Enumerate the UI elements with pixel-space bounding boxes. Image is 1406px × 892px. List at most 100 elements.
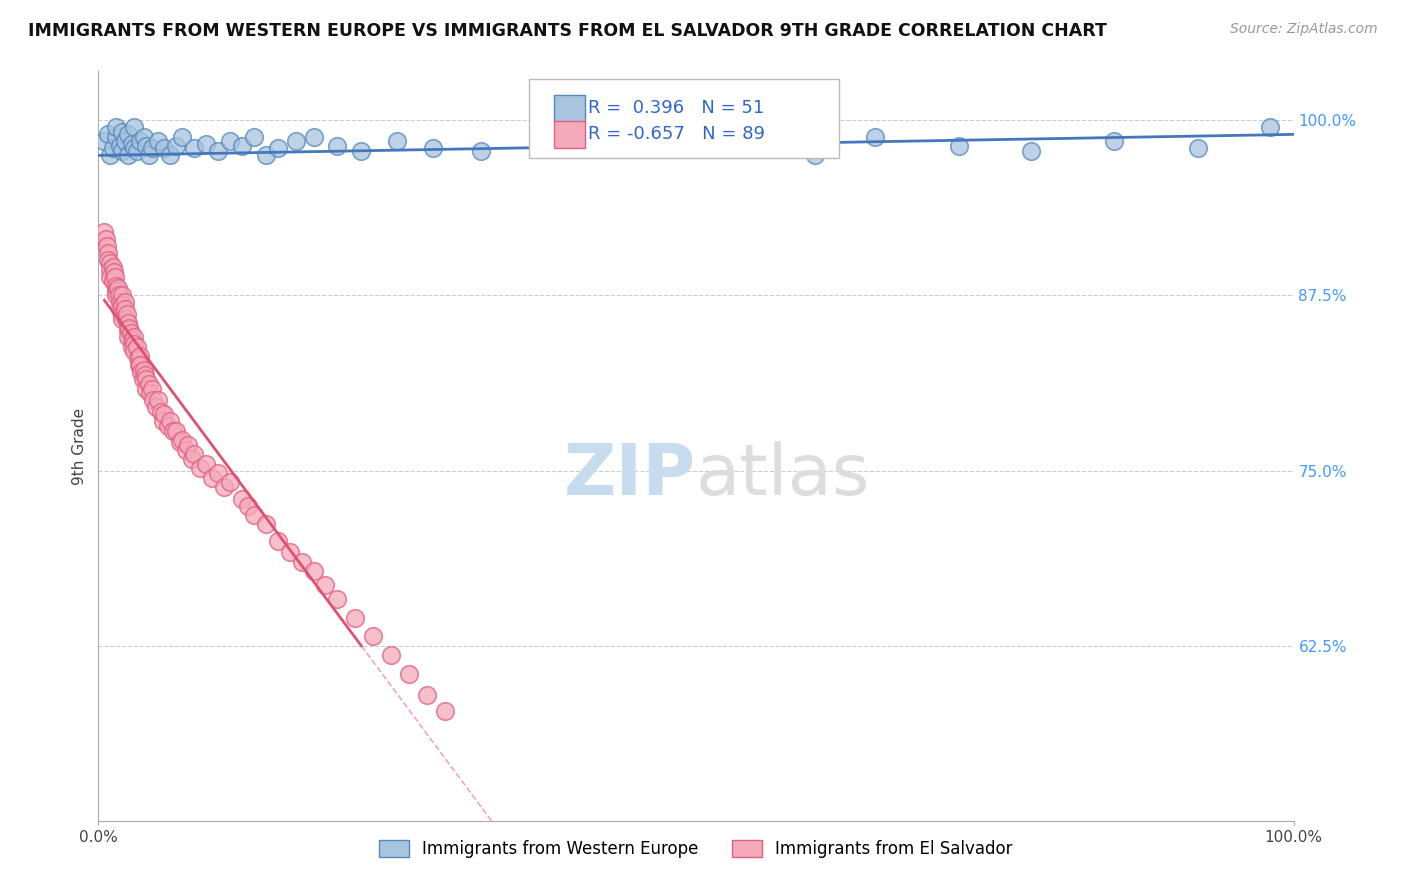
Point: [121, 340, 143, 354]
Point: [159, 148, 181, 162]
Point: [117, 330, 139, 344]
Point: [115, 307, 138, 321]
Point: [120, 326, 142, 341]
Point: [115, 312, 138, 326]
Point: [207, 144, 229, 158]
Point: [107, 288, 129, 302]
Point: [148, 393, 170, 408]
Point: [131, 372, 153, 386]
Point: [172, 433, 194, 447]
Point: [124, 344, 146, 359]
Point: [948, 138, 970, 153]
Point: [138, 376, 160, 391]
Point: [195, 457, 218, 471]
Point: [141, 382, 163, 396]
Point: [254, 148, 277, 162]
Point: [111, 298, 134, 312]
Point: [363, 629, 385, 643]
Text: R = -0.657   N = 89: R = -0.657 N = 89: [589, 125, 765, 144]
Point: [315, 578, 337, 592]
Point: [105, 285, 128, 299]
Point: [165, 425, 187, 439]
Point: [302, 565, 325, 579]
Point: [385, 135, 409, 149]
Point: [1019, 144, 1042, 158]
Point: [149, 405, 172, 419]
Point: [152, 415, 174, 429]
Point: [111, 144, 134, 158]
Point: [416, 688, 439, 702]
Point: [219, 135, 242, 149]
Point: [380, 648, 402, 663]
Point: [1258, 120, 1281, 135]
Point: [267, 141, 290, 155]
Point: [219, 475, 242, 489]
Point: [101, 141, 124, 155]
Point: [111, 125, 134, 139]
Point: [98, 148, 122, 162]
Point: [117, 128, 139, 142]
Point: [105, 278, 128, 293]
Point: [111, 288, 134, 302]
Point: [1104, 135, 1126, 149]
Point: [125, 144, 148, 158]
Point: [162, 425, 184, 439]
Point: [103, 265, 125, 279]
Point: [101, 275, 124, 289]
Point: [124, 141, 146, 155]
Point: [231, 491, 253, 506]
Point: [141, 141, 163, 155]
Point: [236, 499, 259, 513]
Point: [107, 281, 129, 295]
Point: [195, 137, 218, 152]
Point: [148, 135, 170, 149]
Point: [117, 323, 139, 337]
Point: [125, 340, 148, 354]
Text: IMMIGRANTS FROM WESTERN EUROPE VS IMMIGRANTS FROM EL SALVADOR 9TH GRADE CORRELAT: IMMIGRANTS FROM WESTERN EUROPE VS IMMIGR…: [28, 22, 1107, 40]
Point: [132, 362, 155, 376]
Legend: Immigrants from Western Europe, Immigrants from El Salvador: Immigrants from Western Europe, Immigran…: [373, 833, 1019, 864]
Point: [470, 144, 492, 158]
Point: [212, 480, 235, 494]
Point: [177, 438, 200, 452]
Point: [101, 260, 124, 275]
Point: [105, 288, 128, 302]
Point: [183, 141, 205, 155]
Point: [121, 137, 143, 152]
Point: [530, 135, 553, 149]
Point: [291, 555, 314, 569]
Text: R =  0.396   N = 51: R = 0.396 N = 51: [589, 99, 765, 117]
Point: [685, 141, 707, 155]
Point: [589, 138, 612, 153]
Point: [326, 592, 349, 607]
Point: [135, 138, 157, 153]
Point: [129, 359, 152, 373]
Point: [201, 470, 224, 484]
Point: [302, 130, 325, 145]
Point: [124, 120, 146, 135]
Point: [135, 382, 157, 396]
Point: [278, 545, 301, 559]
Point: [284, 135, 307, 149]
Point: [207, 467, 229, 481]
Point: [153, 141, 176, 155]
Point: [398, 666, 420, 681]
Point: [97, 246, 120, 260]
Point: [344, 610, 367, 624]
Point: [188, 460, 211, 475]
Point: [159, 415, 181, 429]
Point: [129, 349, 152, 363]
Point: [114, 295, 136, 310]
Point: [104, 270, 127, 285]
Point: [243, 130, 266, 145]
Text: ZIP: ZIP: [564, 442, 696, 510]
Point: [142, 393, 165, 408]
Point: [135, 372, 157, 386]
Point: [131, 366, 153, 380]
Point: [98, 263, 122, 277]
Point: [804, 148, 827, 162]
Point: [124, 337, 146, 351]
Point: [243, 508, 266, 523]
Point: [98, 270, 122, 285]
Point: [865, 130, 887, 145]
